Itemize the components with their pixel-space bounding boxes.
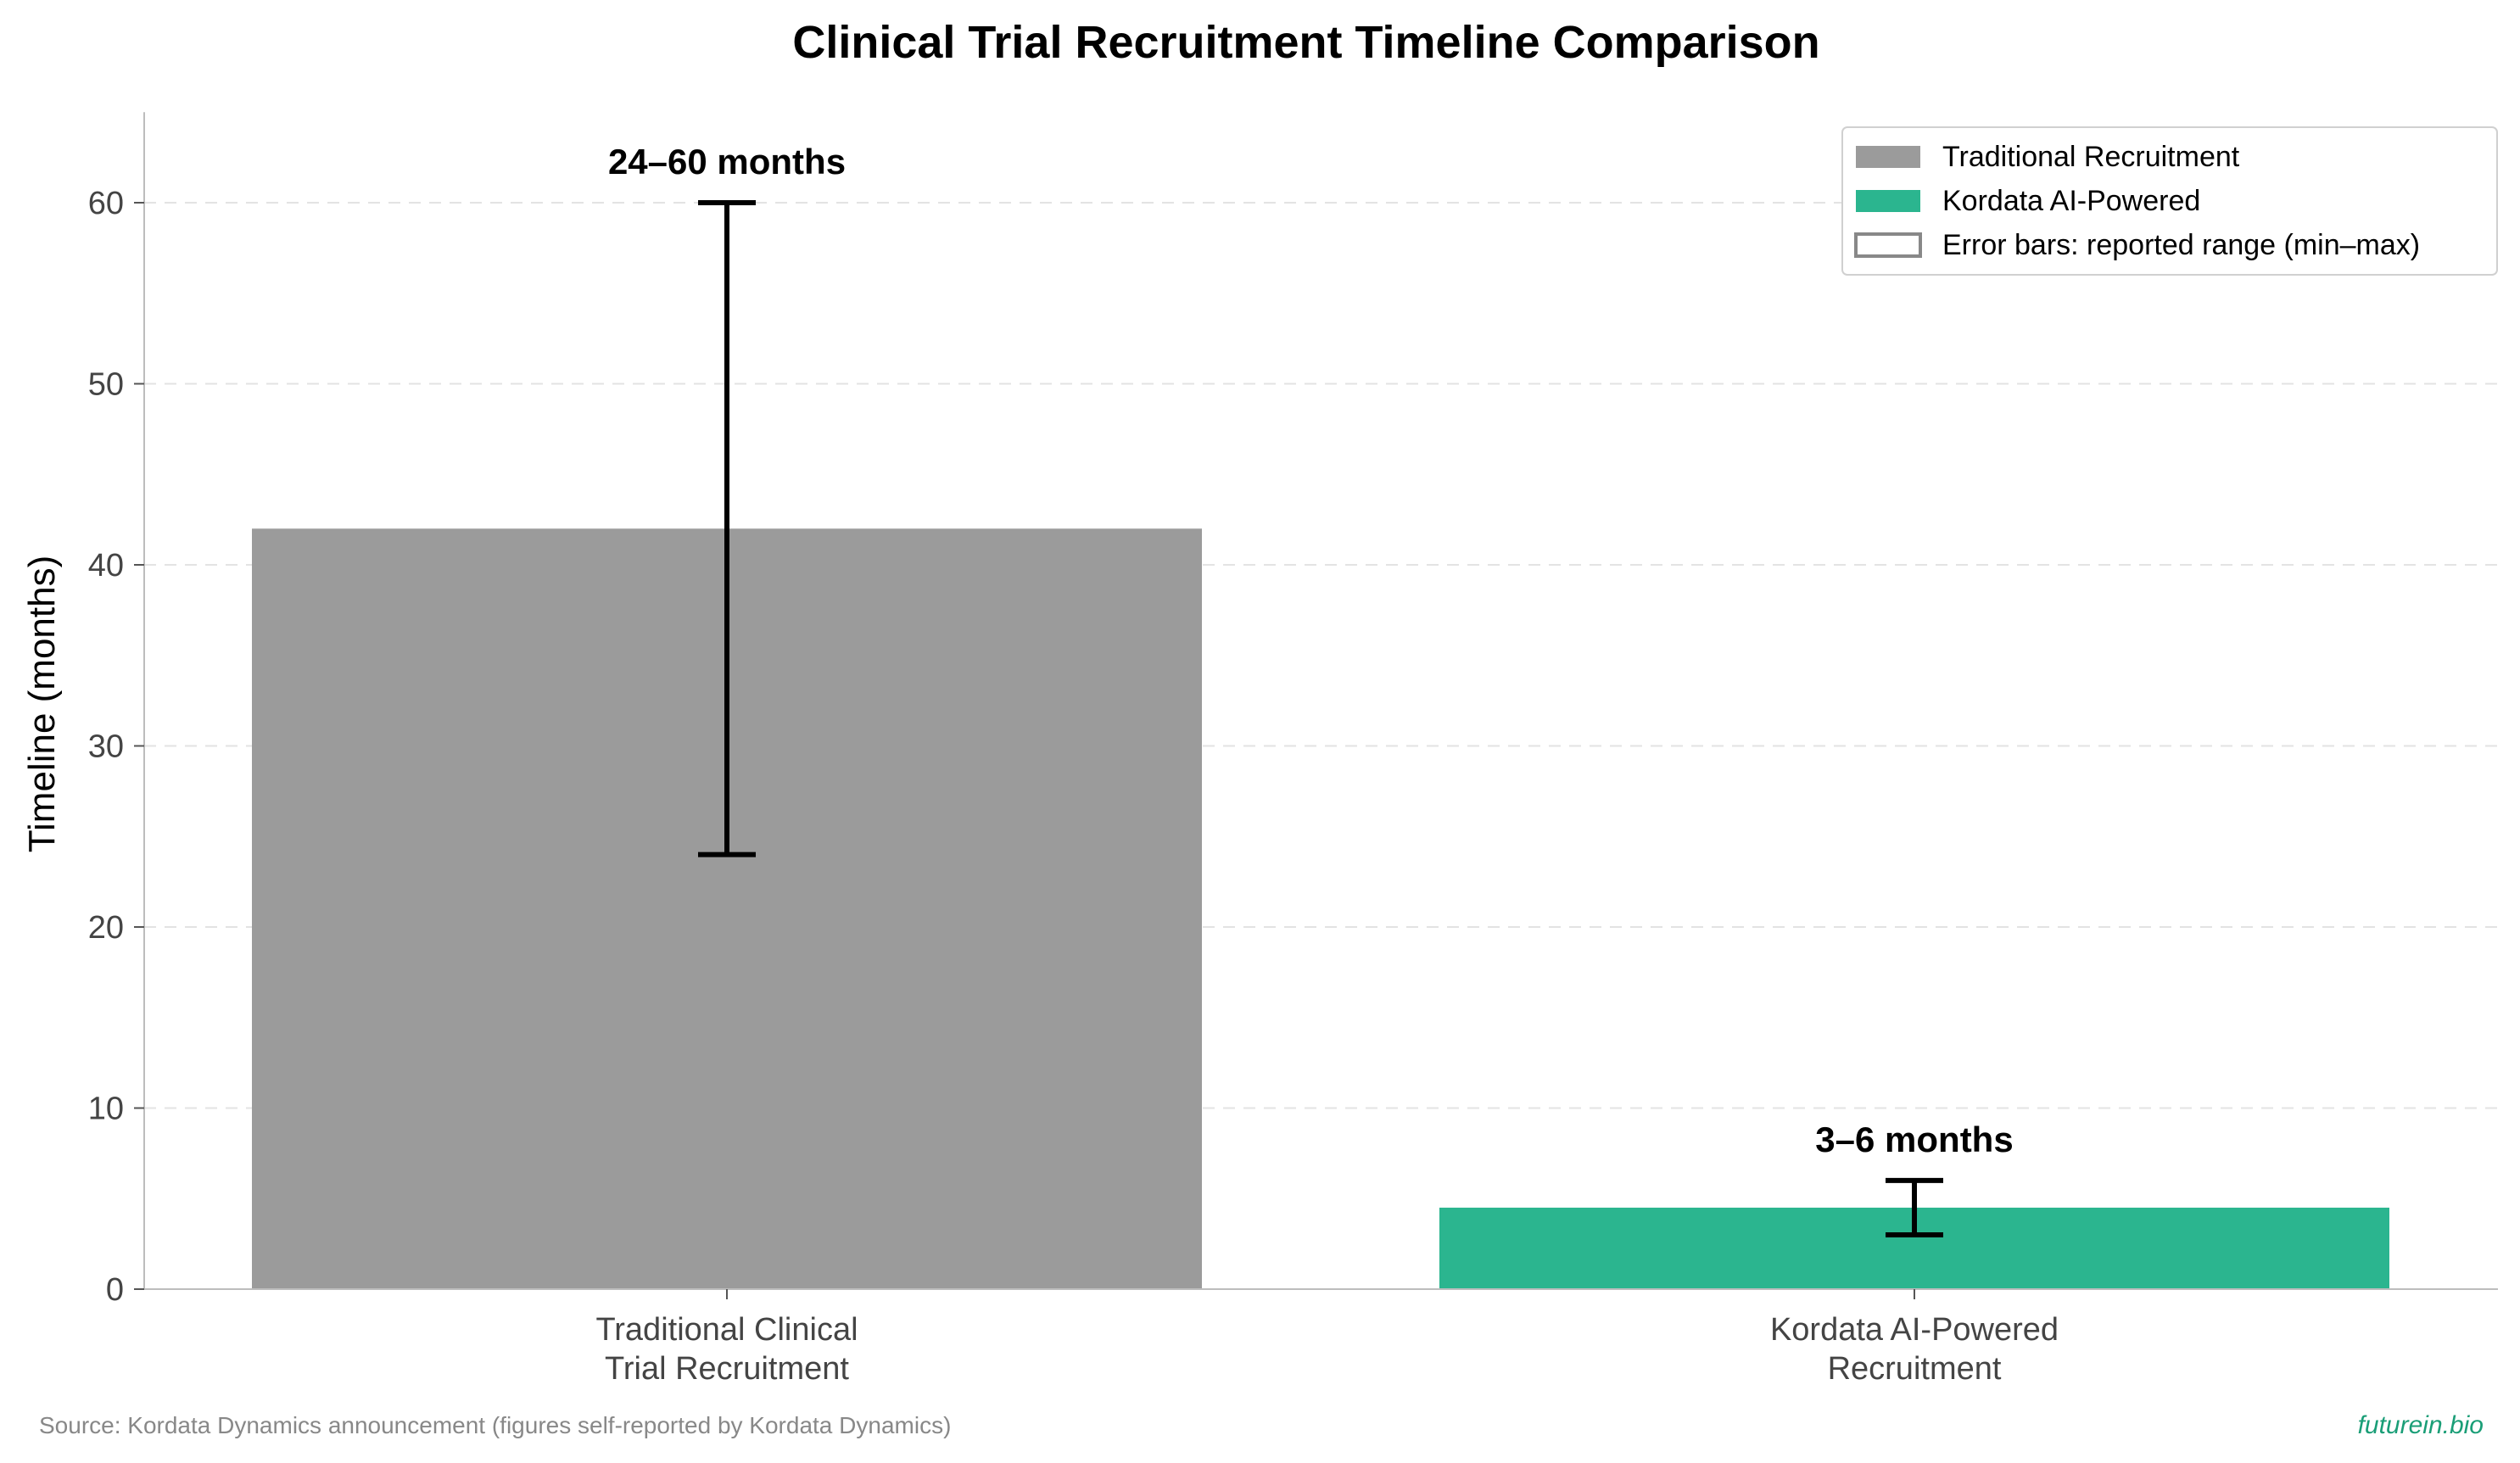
y-axis-label: Timeline (months) <box>21 556 63 852</box>
legend-label: Kordata AI-Powered <box>1942 185 2200 217</box>
bars <box>252 528 2389 1289</box>
y-tick-label: 40 <box>88 548 124 584</box>
data-labels: 24–60 months 3–6 months <box>608 142 2014 1159</box>
y-tick-label: 20 <box>88 910 124 946</box>
y-tick-label: 50 <box>88 367 124 403</box>
data-label: 3–6 months <box>1815 1120 2013 1159</box>
x-category-label: Traditional Clinical <box>595 1312 858 1348</box>
legend-swatch <box>1854 232 1922 258</box>
y-tick-label: 10 <box>88 1092 124 1127</box>
x-category-label: Kordata AI-Powered <box>1770 1312 2059 1348</box>
legend-swatch <box>1856 190 1920 212</box>
legend-frame <box>1841 126 2498 276</box>
brand-label: futurein.bio <box>2358 1411 2484 1439</box>
legend-swatch <box>1856 146 1920 168</box>
error-bars <box>698 200 1943 1237</box>
chart-title: Clinical Trial Recruitment Timeline Comp… <box>792 17 1819 68</box>
data-label: 24–60 months <box>608 142 846 181</box>
y-ticks: 0 10 20 30 40 50 60 <box>88 186 144 1308</box>
legend: Traditional Recruitment Kordata AI-Powere… <box>1841 126 2498 276</box>
source-note: Source: Kordata Dynamics announcement (f… <box>39 1412 951 1438</box>
x-category-label: Trial Recruitment <box>605 1351 849 1387</box>
axes <box>143 112 2498 1290</box>
y-tick-label: 30 <box>88 729 124 765</box>
y-tick-label: 0 <box>106 1272 124 1308</box>
y-tick-label: 60 <box>88 186 124 221</box>
legend-label: Traditional Recruitment <box>1942 141 2240 173</box>
legend-label: Error bars: reported range (min–max) <box>1942 229 2420 261</box>
x-category-label: Recruitment <box>1828 1351 2002 1387</box>
